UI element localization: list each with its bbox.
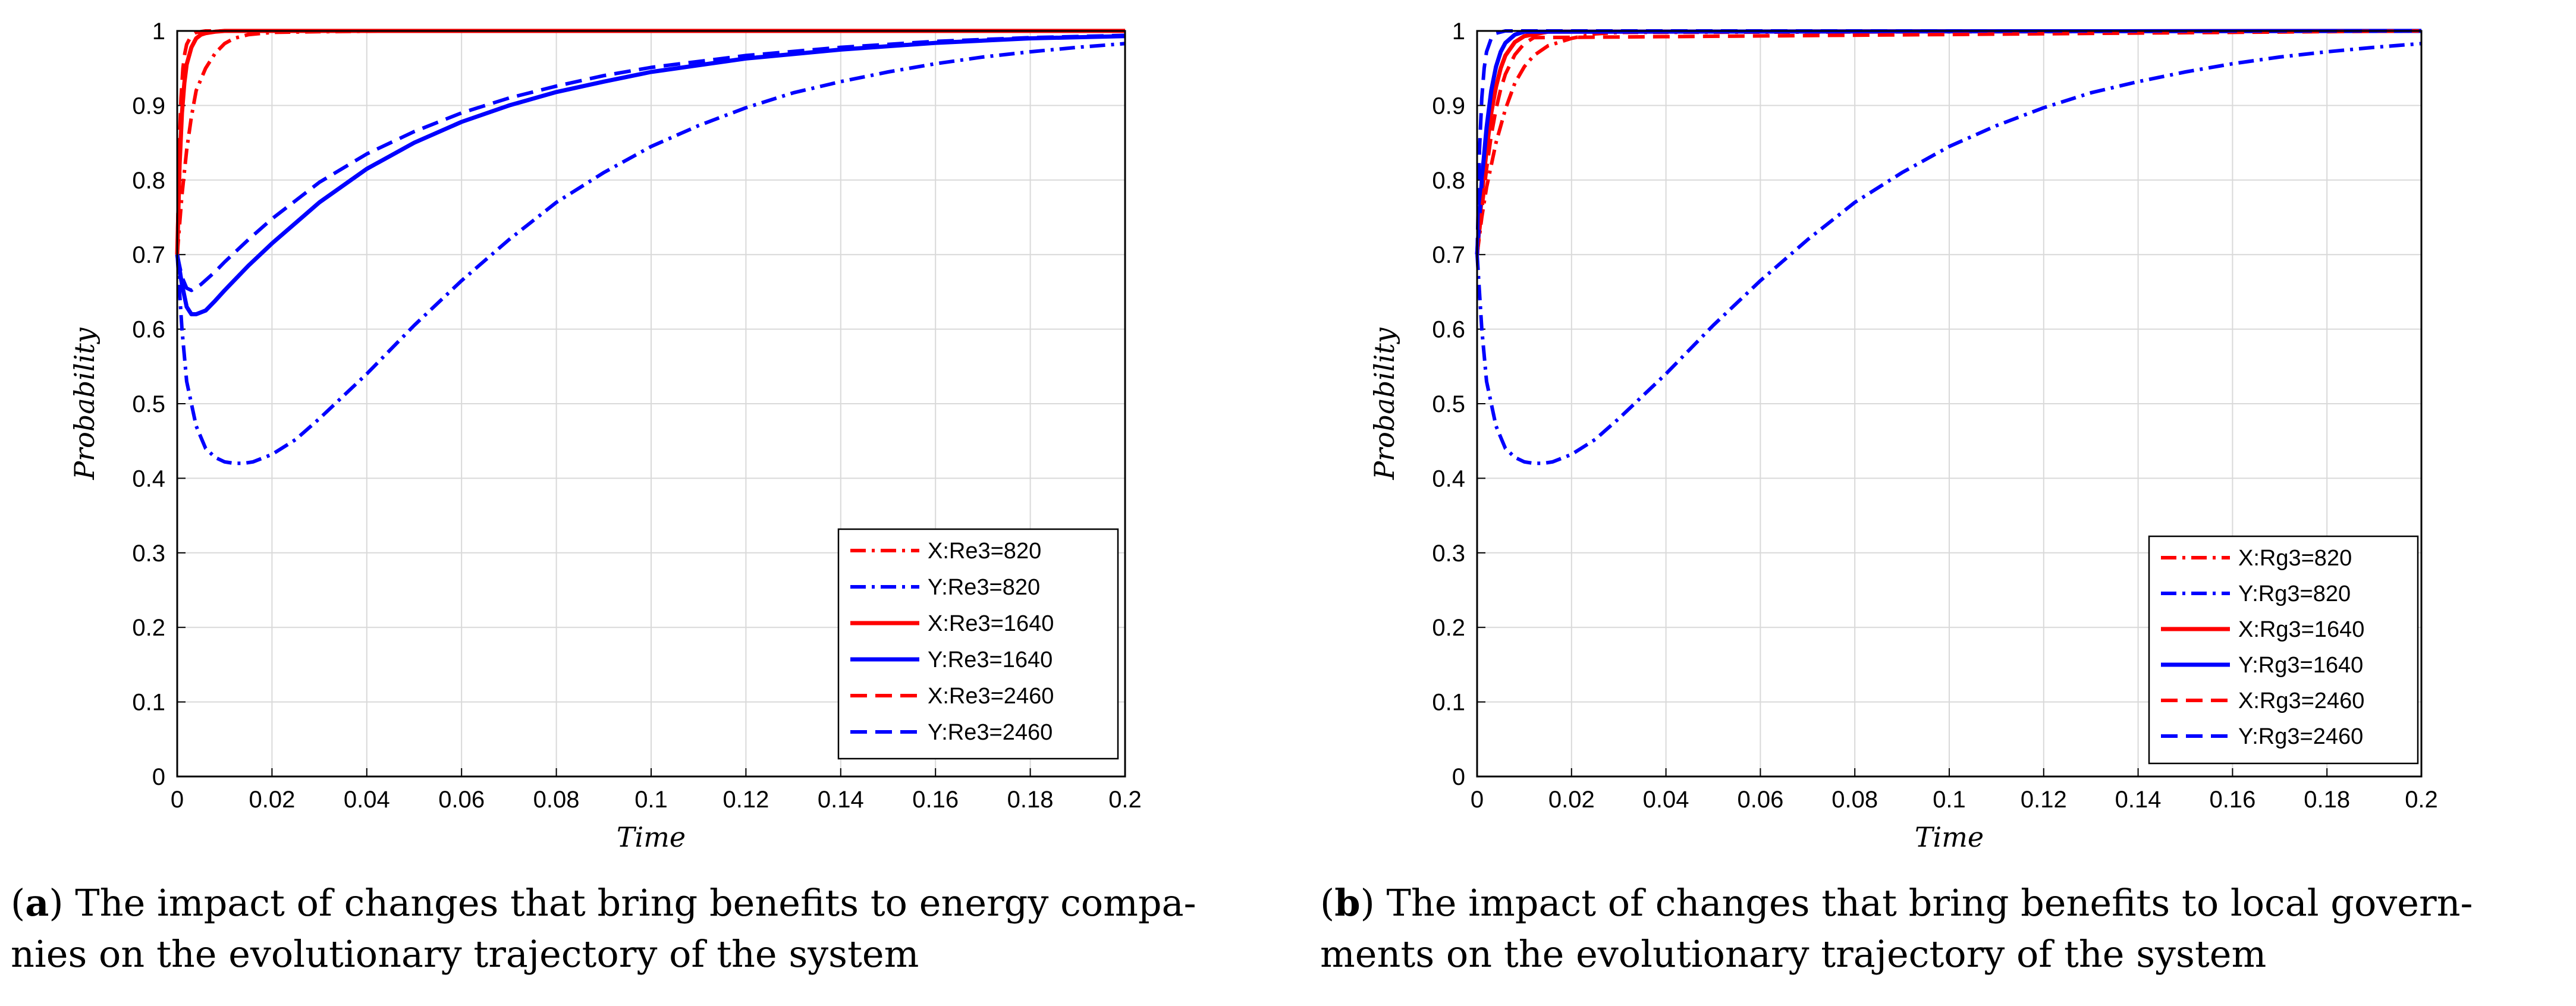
- caption-a: (a) The impact of changes that bring ben…: [11, 881, 1196, 976]
- panel-b-legend: X:Rg3=820 Y:Rg3=820 X:Rg3=1640 Y:Rg3=1640 X:…: [2148, 535, 2419, 765]
- panel-b-legend-entry: X:Rg3=2460: [2238, 689, 2364, 713]
- panel-b-series-x-rg3-820: [1475, 29, 2422, 255]
- panel-b-xtick-label: 0.12: [2021, 787, 2067, 813]
- panel-a-legend-box: [837, 528, 1119, 760]
- panel-a-series-y-re3-1640: [175, 34, 1126, 316]
- panel-b-xtick-label: 0.1: [1933, 787, 1966, 813]
- panel-b-legend-entry: Y:Rg3=820: [2238, 581, 2351, 606]
- panel-b-legend-entry: X:Rg3=820: [2238, 546, 2352, 571]
- panel-b-ytick-label: 0.5: [1432, 391, 1465, 417]
- panel-b-ytick-label: 0.6: [1432, 317, 1465, 343]
- panel-a-ytick-label: 0.2: [132, 615, 165, 641]
- chart-panel-a: 0 0.02 0.04 0.06 0.08 0.1 0.12 0.14 0.16 0.18 0.2 0…: [68, 18, 1142, 853]
- panel-a-xtick-label: 0.08: [533, 787, 580, 813]
- panel-a-xtick-label: 0.12: [722, 787, 769, 813]
- panel-b-xtick-label: 0.16: [2209, 787, 2255, 813]
- panel-a-x-axis-label: Time: [617, 821, 686, 853]
- panel-b-series-y-rg3-1640: [1475, 29, 2422, 255]
- panel-b-x-axis-label: Time: [1915, 821, 1984, 853]
- panel-b-xtick-label: 0.08: [1832, 787, 1878, 813]
- panel-b-legend-entry: X:Rg3=1640: [2238, 617, 2364, 642]
- panel-a-legend: X:Re3=820 Y:Re3=820 X:Re3=1640 Y:Re3=1640 X:…: [837, 528, 1119, 760]
- panel-b-series-y-rg3-820: [1475, 42, 2422, 466]
- panel-a-series-y-re3-820: [175, 42, 1126, 466]
- panel-a-ytick-label: 0.1: [132, 690, 165, 716]
- panel-b-xtick-label: 0.18: [2304, 787, 2350, 813]
- panel-a-legend-entry: X:Re3=1640: [928, 611, 1054, 636]
- chart-panel-b: 0 0.02 0.04 0.06 0.08 0.1 0.12 0.14 0.16 0.18 0.2 0…: [1368, 18, 2438, 853]
- panel-a-ytick-label: 0.3: [132, 540, 165, 567]
- caption-b-label: b: [1334, 881, 1361, 925]
- panel-a-legend-entry: X:Re3=2460: [928, 684, 1054, 709]
- panel-b-ytick-label: 0: [1452, 764, 1465, 790]
- panel-a-xtick-label: 0.04: [344, 787, 390, 813]
- panel-b-xtick-label: 0.06: [1737, 787, 1783, 813]
- caption-a-text-line2: nies on the evolutionary trajectory of t…: [11, 932, 919, 976]
- panel-a-axes-frame: [176, 30, 1126, 778]
- caption-a-text: The impact of changes that bring benefit…: [75, 881, 1196, 925]
- panel-a-ytick-label: 0.6: [132, 317, 165, 343]
- panel-a-ytick-label: 0.5: [132, 391, 165, 417]
- panel-a-series-y-re3-2460: [175, 33, 1126, 293]
- panel-b-axes-frame: [1476, 30, 2423, 778]
- panel-b-ytick-label: 0.2: [1432, 615, 1465, 641]
- panel-a-xtick-label: 0.2: [1108, 787, 1142, 813]
- panel-b-legend-entry: Y:Rg3=1640: [2238, 653, 2363, 678]
- panel-a-y-axis-label: Probability: [68, 327, 100, 480]
- panel-b-xtick-label: 0.02: [1548, 787, 1595, 813]
- panel-b-xtick-label: 0.2: [2405, 787, 2438, 813]
- panel-b-ytick-label: 0.3: [1432, 540, 1465, 567]
- panel-b-y-axis-label: Probability: [1368, 327, 1400, 480]
- caption-b: (b) The impact of changes that bring ben…: [1320, 881, 2473, 976]
- panel-a-xtick-label: 0.06: [438, 787, 485, 813]
- panel-a-xtick-label: 0.18: [1007, 787, 1054, 813]
- panel-a-xtick-label: 0.16: [912, 787, 959, 813]
- panel-a-legend-entry: Y:Re3=820: [928, 575, 1040, 600]
- panel-a-ytick-label: 0.7: [132, 242, 165, 268]
- panel-b-ytick-label: 0.8: [1432, 168, 1465, 194]
- panel-a-ytick-label: 0.4: [132, 466, 165, 492]
- panel-a-xtick-label: 0.02: [249, 787, 295, 813]
- panel-b-ytick-label: 0.4: [1432, 466, 1465, 492]
- caption-a-label: a: [25, 881, 49, 925]
- panel-b-legend-box: [2148, 535, 2419, 765]
- panel-a-xtick-label: 0.1: [634, 787, 668, 813]
- panel-a-legend-entry: Y:Re3=2460: [928, 720, 1053, 745]
- panel-b-xtick-label: 0: [1471, 787, 1484, 813]
- panel-a-xtick-label: 0.14: [818, 787, 864, 813]
- panel-a-ytick-label: 1: [152, 18, 165, 45]
- panel-a-ytick-label: 0.9: [132, 93, 165, 119]
- panel-a-legend-entry: Y:Re3=1640: [928, 647, 1053, 672]
- panel-b-xtick-label: 0.04: [1643, 787, 1689, 813]
- panel-a-series-x-re3-820: [175, 29, 1125, 255]
- panel-b-ytick-label: 0.9: [1432, 93, 1465, 119]
- panel-a-ytick-label: 0: [152, 764, 165, 790]
- panel-a-ytick-label: 0.8: [132, 168, 165, 194]
- panel-a-series-x-re3-2460: [175, 29, 1125, 255]
- caption-b-text-line2: ments on the evolutionary trajectory of …: [1320, 932, 2267, 976]
- panel-a-legend-entry: X:Re3=820: [928, 539, 1041, 564]
- panel-b-ytick-label: 0.7: [1432, 242, 1465, 268]
- panel-a-xtick-label: 0: [171, 787, 184, 813]
- panel-b-ytick-label: 0.1: [1432, 690, 1465, 716]
- panel-b-ytick-label: 1: [1452, 18, 1465, 45]
- panel-b-legend-entry: Y:Rg3=2460: [2238, 724, 2363, 749]
- panel-b-xtick-label: 0.14: [2115, 787, 2162, 813]
- caption-b-text: The impact of changes that bring benefit…: [1386, 881, 2473, 925]
